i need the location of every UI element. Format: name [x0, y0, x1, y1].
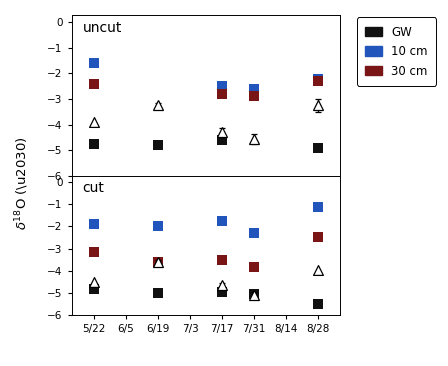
Point	[250, 264, 258, 270]
Point	[250, 230, 258, 236]
Text: cut: cut	[82, 181, 104, 195]
Point	[250, 86, 258, 92]
Point	[155, 224, 162, 229]
Point	[90, 279, 98, 285]
Point	[219, 91, 226, 97]
Point	[90, 141, 98, 147]
Point	[314, 76, 322, 82]
Point	[90, 119, 98, 125]
Point	[155, 259, 162, 265]
Point	[219, 289, 226, 295]
Point	[314, 145, 322, 150]
Point	[314, 301, 322, 307]
Point	[250, 93, 258, 99]
Point	[90, 221, 98, 227]
Point	[155, 142, 162, 148]
Point	[219, 218, 226, 224]
Point	[90, 60, 98, 66]
Point	[219, 83, 226, 89]
Point	[219, 137, 226, 143]
Legend: GW, 10 cm, 30 cm: GW, 10 cm, 30 cm	[357, 17, 436, 86]
Point	[90, 287, 98, 292]
Text: $\delta^{18}$O (\u2030): $\delta^{18}$O (\u2030)	[13, 136, 31, 230]
Point	[250, 291, 258, 297]
Point	[314, 235, 322, 240]
Point	[90, 81, 98, 87]
Point	[155, 290, 162, 296]
Point	[314, 203, 322, 209]
Text: uncut: uncut	[82, 21, 122, 35]
Point	[314, 266, 322, 272]
Point	[314, 78, 322, 84]
Point	[90, 249, 98, 255]
Point	[219, 257, 226, 262]
